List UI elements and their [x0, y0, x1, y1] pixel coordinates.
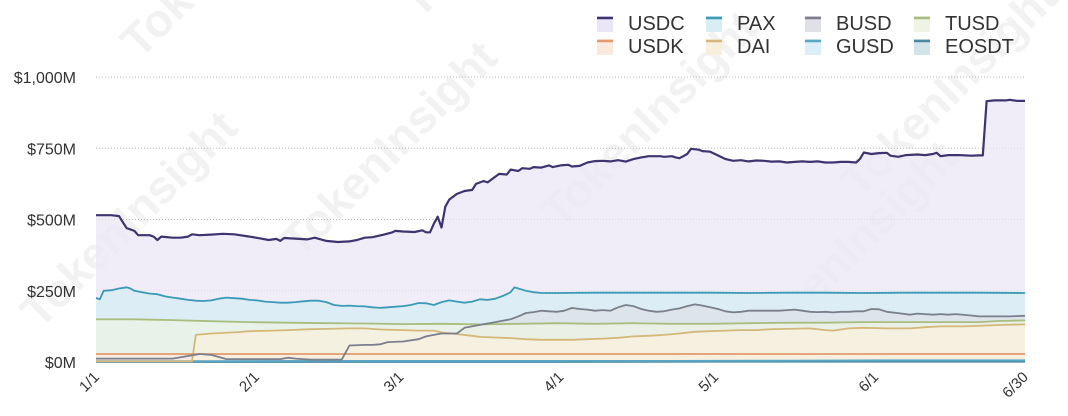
x-tick-label: 5/1 [695, 369, 722, 396]
chart-legend: USDC PAX BUSD TUSD USDK DAI GUSD EOSDT [597, 13, 1014, 58]
x-tick-label: 4/1 [541, 369, 568, 396]
x-tick-label: 3/1 [381, 369, 408, 396]
legend-swatch-icon [914, 16, 930, 32]
legend-label: BUSD [836, 13, 892, 35]
y-axis: $0M $250M $500M $750M $1,000M [14, 70, 76, 372]
legend-swatch-icon [914, 39, 930, 55]
legend-item-usdc[interactable]: USDC [597, 13, 685, 35]
line-gusd [96, 359, 1025, 362]
legend-swatch-icon [597, 39, 613, 55]
legend-label: USDC [628, 13, 685, 35]
x-tick-label: 6/1 [855, 369, 882, 396]
x-tick-label: 2/1 [236, 369, 263, 396]
y-tick-label: $500M [27, 213, 76, 230]
x-tick-label: 1/1 [76, 369, 103, 396]
series-areas [96, 99, 1025, 363]
legend-swatch-icon [805, 16, 821, 32]
line-dai [96, 323, 1026, 363]
legend-label: GUSD [836, 36, 894, 58]
x-axis: 1/1 2/1 3/1 4/1 5/1 6/1 6/30 [76, 369, 1032, 402]
legend-item-gusd[interactable]: GUSD [805, 36, 894, 58]
line-tusd [96, 318, 1026, 326]
line-busd [96, 303, 1026, 361]
legend-item-pax[interactable]: PAX [706, 13, 776, 35]
legend-swatch-icon [706, 39, 722, 55]
legend-item-usdk[interactable]: USDK [597, 36, 684, 58]
x-tick-label: 6/30 [999, 369, 1032, 402]
legend-item-tusd[interactable]: TUSD [914, 13, 999, 35]
line-pax [95, 286, 1026, 309]
legend-swatch-icon [597, 16, 613, 32]
legend-item-busd[interactable]: BUSD [805, 13, 892, 35]
legend-swatch-icon [805, 39, 821, 55]
area-dai [96, 324, 1025, 362]
legend-label: DAI [737, 36, 770, 58]
legend-label: EOSDT [945, 36, 1014, 58]
line-usdc [96, 98, 1025, 244]
y-tick-label: $250M [27, 284, 76, 301]
legend-label: TUSD [945, 13, 999, 35]
legend-label: PAX [737, 13, 776, 35]
y-tick-label: $0M [45, 355, 76, 372]
series-lines [95, 98, 1026, 363]
watermark-text: TokenInsight [390, 0, 627, 27]
watermark-text: TokenInsight [110, 0, 347, 67]
y-tick-label: $750M [27, 141, 76, 158]
legend-label: USDK [628, 36, 684, 58]
legend-swatch-icon [706, 16, 722, 32]
y-tick-label: $1,000M [14, 70, 76, 87]
legend-item-eosdt[interactable]: EOSDT [914, 36, 1014, 58]
legend-item-dai[interactable]: DAI [706, 36, 770, 58]
